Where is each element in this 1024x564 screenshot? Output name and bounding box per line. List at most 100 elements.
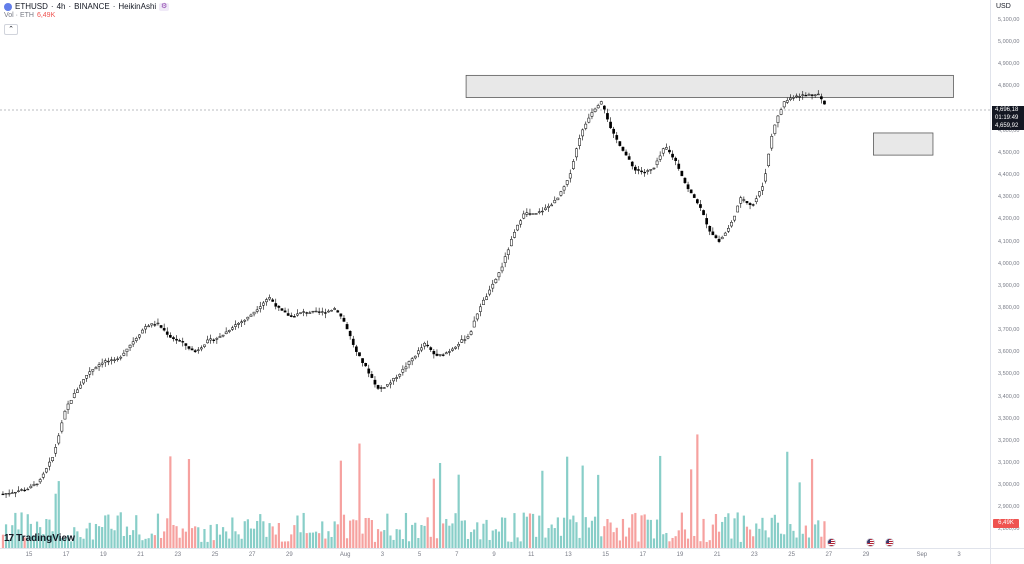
time-tick-label: 29: [286, 552, 293, 558]
currency-label[interactable]: USD: [996, 3, 1011, 10]
candle-body: [113, 359, 116, 361]
volume-bar: [132, 530, 135, 548]
volume-bar: [742, 515, 745, 548]
candle-body: [200, 347, 203, 350]
candle-body: [187, 346, 191, 349]
candle-body: [599, 101, 603, 105]
candle-body: [618, 141, 622, 146]
candle-body: [742, 199, 746, 201]
candle-body: [469, 331, 473, 335]
us-flag-event-icon[interactable]: [866, 538, 875, 547]
candle-body: [807, 94, 811, 96]
candle-body: [420, 347, 423, 351]
volume-legend: Vol · ETH 6,49K: [4, 12, 55, 19]
price-axis[interactable]: [990, 0, 1024, 548]
candle-body: [293, 316, 296, 318]
time-tick-label: 19: [100, 552, 107, 558]
price-chart-plot[interactable]: [0, 0, 990, 548]
volume-bar: [655, 519, 659, 548]
candle-body: [271, 299, 275, 302]
volume-bar: [665, 532, 668, 548]
volume-bar: [411, 524, 414, 548]
volume-label[interactable]: Vol · ETH: [4, 12, 34, 19]
candle-body: [23, 489, 27, 492]
candle-body: [596, 105, 600, 109]
candle-body: [761, 186, 764, 191]
time-tick-label: 25: [788, 552, 795, 558]
candle-body: [689, 189, 693, 194]
us-flag-event-icon[interactable]: [885, 538, 894, 547]
volume-bar: [727, 513, 730, 548]
volume-bar: [101, 527, 104, 548]
us-flag-event-icon[interactable]: [827, 538, 836, 547]
tradingview-mark-icon: 17: [4, 533, 14, 544]
volume-bar: [358, 443, 361, 548]
volume-bar: [256, 520, 259, 548]
volume-bar: [274, 534, 277, 548]
volume-bar: [569, 519, 572, 548]
candle-body: [107, 360, 110, 363]
candle-body: [26, 488, 30, 491]
candle-body: [14, 491, 17, 494]
volume-bar: [308, 532, 311, 548]
volume-bar: [333, 521, 336, 548]
volume-bar: [156, 513, 160, 548]
volume-bar: [76, 531, 79, 548]
candle-body: [401, 369, 405, 373]
candle-body: [17, 490, 20, 492]
price-zone-rectangle[interactable]: [465, 74, 954, 98]
candle-body: [209, 338, 213, 341]
volume-bar: [600, 536, 603, 548]
volume-bar: [314, 531, 318, 548]
candle-body: [51, 457, 54, 461]
candle-body: [435, 353, 439, 356]
legend-separator: ·: [68, 2, 72, 11]
volume-bar: [85, 528, 88, 548]
volume-bar: [330, 536, 333, 548]
candle-body: [751, 204, 755, 206]
candle-body: [643, 171, 647, 174]
symbol-settings-icon[interactable]: ⚙: [159, 2, 170, 11]
volume-value: 6,49K: [36, 12, 56, 19]
tradingview-logo[interactable]: 17 TradingView: [4, 533, 75, 544]
candle-body: [686, 184, 690, 190]
volume-bar: [454, 513, 457, 548]
volume-bar: [705, 541, 708, 548]
volume-bar: [466, 538, 470, 548]
candle-body: [355, 346, 358, 352]
candle-body: [429, 347, 433, 350]
candle-body: [413, 355, 417, 359]
candle-body: [169, 335, 172, 338]
candle-body: [29, 485, 33, 489]
candle-body: [621, 146, 625, 151]
volume-bar: [311, 532, 315, 548]
price-tick-label: 5,100,00: [998, 17, 1020, 23]
collapse-legend-button[interactable]: ⌃: [4, 24, 18, 35]
time-tick-label: 5: [417, 552, 422, 558]
candle-body: [711, 231, 715, 236]
volume-bar: [748, 529, 752, 548]
volume-bar: [758, 528, 761, 548]
volume-bar: [42, 534, 45, 548]
candle-body: [320, 311, 324, 313]
volume-bar: [60, 538, 63, 548]
price-tick-label: 4,900,00: [998, 61, 1020, 68]
price-zone-rectangle[interactable]: [873, 132, 934, 156]
candle-body: [764, 173, 767, 182]
candle-body: [730, 222, 733, 227]
legend-chart-style: HeikinAshi: [118, 2, 157, 11]
volume-bar: [150, 533, 153, 548]
candle-body: [333, 308, 337, 310]
volume-bar: [497, 531, 501, 548]
candle-body: [627, 156, 631, 160]
price-tick-label: 4,200,00: [998, 216, 1020, 223]
volume-bar: [181, 528, 184, 548]
volume-bar: [528, 513, 532, 548]
time-axis[interactable]: [0, 548, 990, 564]
volume-bar: [786, 451, 789, 548]
candle-body: [720, 236, 724, 240]
legend-timeframe[interactable]: 4h: [56, 2, 66, 11]
legend-symbol[interactable]: ETHUSD: [15, 2, 48, 11]
volume-bar: [163, 531, 166, 548]
volume-bar: [429, 536, 432, 548]
